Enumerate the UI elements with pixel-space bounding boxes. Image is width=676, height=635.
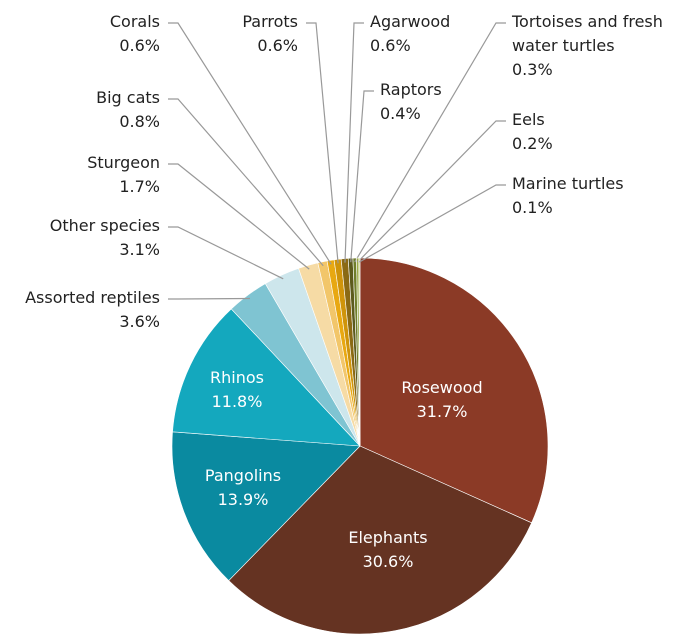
value-label: 0.4% <box>380 104 421 123</box>
value-label: 0.6% <box>119 36 160 55</box>
category-label: Big cats <box>96 88 160 107</box>
slice-label: Assorted reptiles 3.6% <box>25 286 160 334</box>
category-label: Raptors <box>380 80 442 99</box>
value-label: 0.8% <box>119 112 160 131</box>
pie-slice <box>359 257 549 524</box>
category-label: Pangolins <box>204 466 282 485</box>
value-label: 3.6% <box>119 312 160 331</box>
value-label: 0.6% <box>370 36 411 55</box>
slice-label: Corals 0.6% <box>110 10 160 58</box>
value-label: 0.2% <box>512 134 553 153</box>
pie-slice <box>358 257 361 447</box>
leader-line <box>168 22 332 265</box>
slice-label: Agarwood 0.6% <box>370 10 450 58</box>
leader-line <box>344 22 364 263</box>
value-label: 0.6% <box>257 36 298 55</box>
category-label: Sturgeon <box>87 153 160 172</box>
value-label: 1.7% <box>119 177 160 196</box>
slice-label: Rosewood 31.7% <box>401 376 482 424</box>
category-label: Marine turtles <box>512 174 624 193</box>
slice-label: Parrots 0.6% <box>242 10 298 58</box>
leader-line <box>350 90 374 263</box>
slice-label: Elephants 30.6% <box>348 526 427 574</box>
value-label: 13.9% <box>217 490 269 509</box>
slice-label: Eels 0.2% <box>512 108 553 156</box>
category-label: Tortoises and fresh water turtles <box>512 12 663 55</box>
slice-label: Pangolins 13.9% <box>205 464 281 512</box>
category-label: Assorted reptiles <box>25 288 160 307</box>
category-label: Rhinos <box>210 368 264 387</box>
slice-label: Big cats 0.8% <box>96 86 160 134</box>
leader-line <box>354 22 506 263</box>
slice-label: Tortoises and fresh water turtles 0.3% <box>512 10 676 82</box>
value-label: 0.1% <box>512 198 553 217</box>
slice-label: Marine turtles 0.1% <box>512 172 624 220</box>
category-label: Agarwood <box>370 12 451 31</box>
leader-line <box>359 184 506 263</box>
slice-label: Other species 3.1% <box>50 214 160 262</box>
category-label: Other species <box>49 216 160 235</box>
leader-line <box>168 98 324 267</box>
value-label: 31.7% <box>416 402 468 421</box>
pie-slice <box>172 308 361 447</box>
category-label: Eels <box>512 110 545 129</box>
value-label: 3.1% <box>119 240 160 259</box>
leader-line <box>357 120 506 263</box>
value-label: 11.8% <box>211 392 263 411</box>
slice-label: Sturgeon 1.7% <box>87 151 160 199</box>
value-label: 30.6% <box>362 552 414 571</box>
category-label: Rosewood <box>401 378 483 397</box>
pie-slice <box>171 431 361 582</box>
category-label: Elephants <box>348 528 428 547</box>
value-label: 0.3% <box>512 60 553 79</box>
leader-line <box>168 163 310 270</box>
leader-line <box>306 22 339 264</box>
category-label: Parrots <box>242 12 298 31</box>
category-label: Corals <box>109 12 160 31</box>
slice-label: Raptors 0.4% <box>380 78 442 126</box>
pie-slice <box>228 445 532 635</box>
slice-label: Rhinos 11.8% <box>210 366 264 414</box>
leader-line <box>168 226 284 280</box>
